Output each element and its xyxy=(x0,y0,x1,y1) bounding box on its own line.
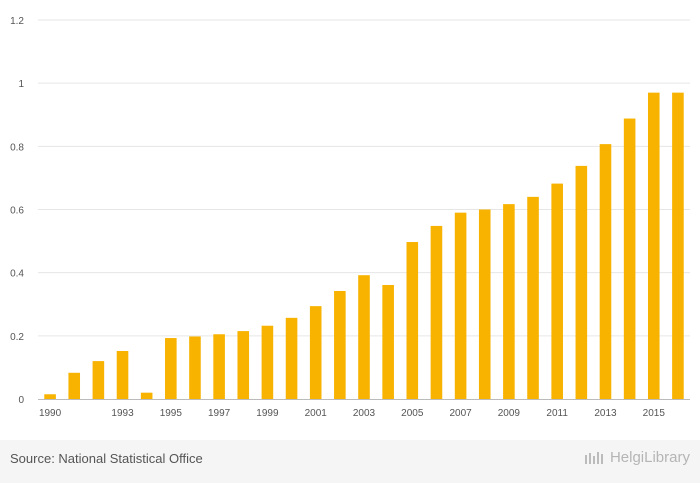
bar-2007 xyxy=(454,212,467,399)
bar-2015 xyxy=(647,92,660,400)
x-tick-label: 1995 xyxy=(160,408,183,419)
x-tick-label: 2001 xyxy=(305,408,328,419)
bar-chart: 0 0.2 0.4 0.6 0.8 1 1.2 1990 1993 1995 1997 1999 20… xyxy=(10,16,690,419)
bar-1994 xyxy=(140,392,153,399)
bar-2009 xyxy=(503,204,515,399)
bar-1995 xyxy=(165,338,177,399)
x-tick-label: 1993 xyxy=(111,408,134,419)
x-tick-label: 2009 xyxy=(498,408,521,419)
bar-1990 xyxy=(44,394,56,399)
bar-2013 xyxy=(599,144,612,399)
source-note: Source: National Statistical Office xyxy=(10,451,203,466)
bar-2002 xyxy=(334,290,346,399)
y-tick-label: 0 xyxy=(18,395,24,406)
bar-1996 xyxy=(189,336,201,399)
bar-1992 xyxy=(92,361,105,399)
bar-2006 xyxy=(430,225,443,399)
library-icon xyxy=(584,451,603,464)
bar-2014 xyxy=(623,118,636,399)
bar-2003 xyxy=(358,275,370,399)
bar-2016 xyxy=(672,92,684,400)
bar-1999 xyxy=(261,325,274,399)
y-tick-label: 1 xyxy=(18,79,24,90)
bar-1991 xyxy=(68,372,81,399)
x-tick-label: 2007 xyxy=(449,408,472,419)
x-tick-label: 2003 xyxy=(353,408,376,419)
x-tick-label: 2015 xyxy=(643,408,666,419)
x-tick-label: 1990 xyxy=(39,408,62,419)
brand-name: HelgiLibrary xyxy=(609,449,690,466)
y-tick-label: 0.6 xyxy=(10,206,24,217)
helgilibrary-logo: HelgiLibrary xyxy=(584,449,690,466)
bar-1998 xyxy=(237,331,250,399)
bar-2005 xyxy=(406,242,419,399)
x-tick-label: 2013 xyxy=(594,408,617,419)
bar-1997 xyxy=(213,334,225,399)
bar-2001 xyxy=(309,306,322,399)
chart-footer: Source: National Statistical Office Helg… xyxy=(0,440,700,483)
x-axis-ticks: 1990 1993 1995 1997 1999 2001 2003 2005 2007 2009… xyxy=(39,408,665,419)
bar-1993 xyxy=(116,350,129,399)
bar-2000 xyxy=(285,317,298,399)
x-tick-label: 2011 xyxy=(546,408,568,419)
bar-2008 xyxy=(478,209,491,399)
bar-2004 xyxy=(382,284,394,399)
x-tick-label: 1999 xyxy=(256,408,279,419)
y-tick-label: 0.4 xyxy=(10,269,24,280)
y-tick-label: 0.2 xyxy=(10,332,24,343)
bar-2010 xyxy=(527,196,539,399)
bar-2012 xyxy=(575,165,588,399)
y-tick-label: 0.8 xyxy=(10,142,24,153)
x-tick-label: 1997 xyxy=(208,408,231,419)
bar-2011 xyxy=(551,183,563,399)
y-tick-label: 1.2 xyxy=(10,16,24,27)
bars xyxy=(44,92,684,400)
y-axis-ticks: 0 0.2 0.4 0.6 0.8 1 1.2 xyxy=(10,16,24,406)
x-tick-label: 2005 xyxy=(401,408,424,419)
